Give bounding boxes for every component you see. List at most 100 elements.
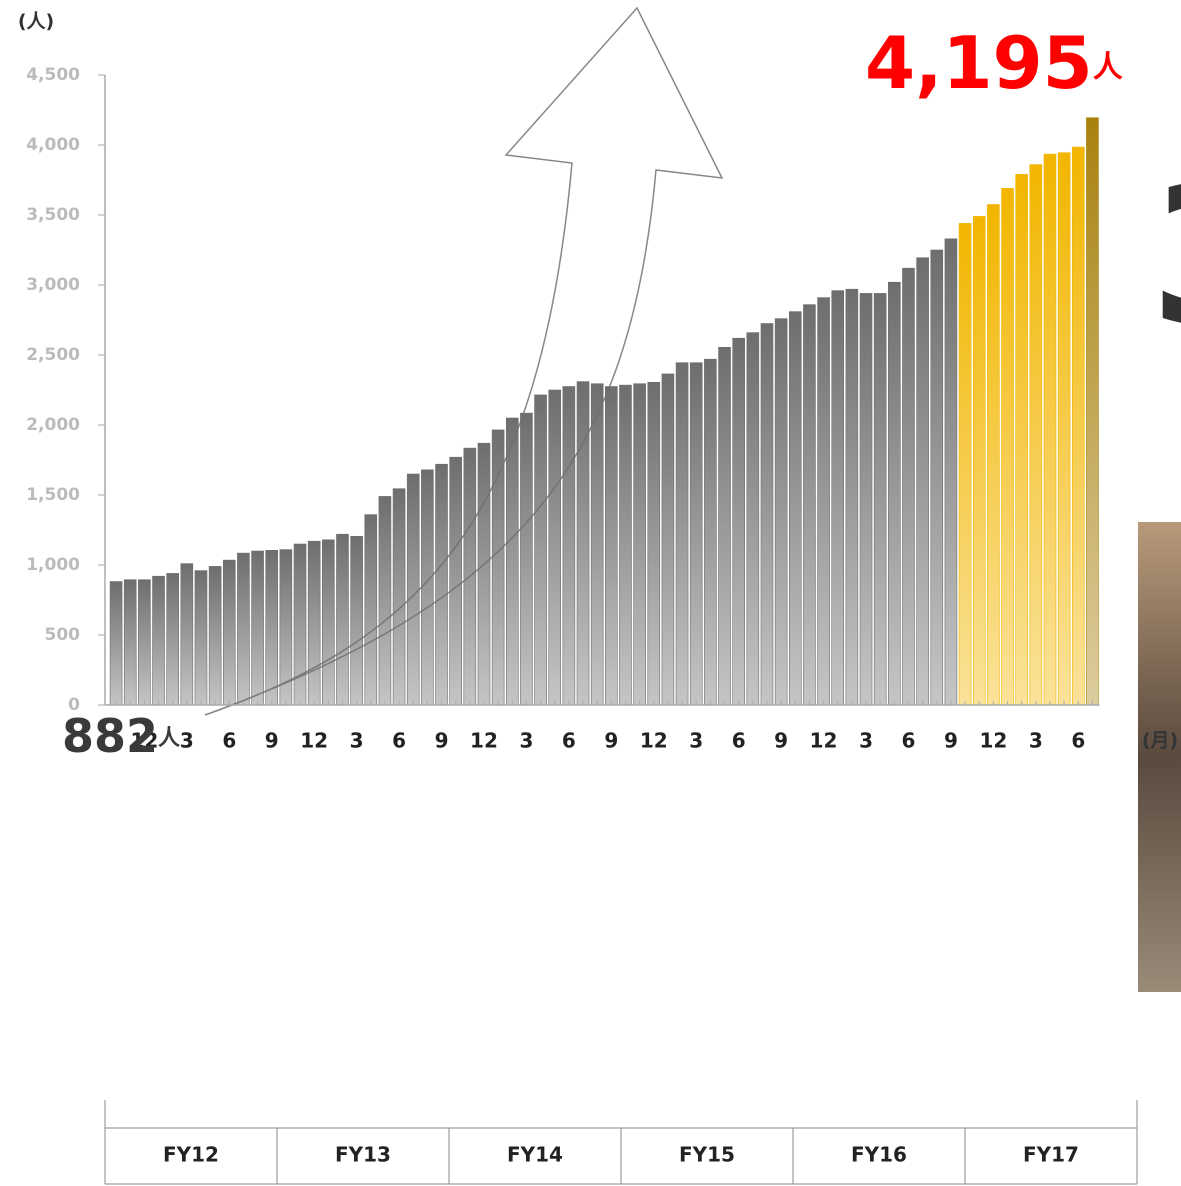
x-tick-label: 3 — [1029, 729, 1043, 753]
bar — [491, 429, 505, 706]
bar — [619, 384, 632, 706]
bar — [958, 223, 972, 706]
plot: 0 500 1,000 1,500 2,000 2,500 3,000 3,500 4,000 4… — [26, 65, 1138, 1185]
bar — [1029, 164, 1043, 706]
bar — [279, 549, 293, 706]
photo — [1138, 522, 1181, 992]
bar — [661, 373, 675, 706]
x-tick-label: 3 — [350, 729, 364, 753]
fy-label: FY14 — [507, 1143, 563, 1167]
y-tick-label: 2,000 — [26, 415, 80, 435]
bar — [647, 381, 661, 706]
bar — [534, 394, 547, 706]
bar — [1015, 174, 1028, 706]
bar — [1071, 146, 1085, 706]
x-tick-label: 6 — [1071, 729, 1085, 753]
bar — [916, 257, 929, 706]
bar — [251, 550, 264, 706]
x-tick-label: 6 — [392, 729, 406, 753]
y-tick-label: 3,500 — [26, 205, 80, 225]
x-tick-label: 9 — [774, 729, 788, 753]
bar — [732, 337, 745, 706]
bar — [322, 539, 335, 706]
bar — [845, 288, 859, 706]
bar — [520, 412, 533, 706]
x-tick-label: 12 — [300, 729, 328, 753]
bar — [562, 386, 576, 706]
bar — [774, 318, 788, 706]
x-tick-label: 9 — [604, 729, 618, 753]
y-tick-label: 1,500 — [26, 485, 80, 505]
bar — [166, 573, 179, 706]
x-tick-label: 12 — [130, 729, 158, 753]
fy-label: FY12 — [163, 1143, 219, 1167]
fy-label: FY16 — [851, 1143, 907, 1167]
bar — [505, 417, 519, 706]
y-tick-label: 4,500 — [26, 65, 80, 85]
side-text: 3 — [1150, 146, 1181, 367]
bar — [605, 386, 618, 706]
fy-label: FY13 — [335, 1143, 391, 1167]
bar — [746, 332, 760, 706]
x-tick-label: 3 — [180, 729, 194, 753]
bar — [477, 442, 491, 706]
bar — [1001, 188, 1014, 706]
bar — [406, 473, 420, 706]
x-tick-label: 9 — [265, 729, 279, 753]
bar — [237, 552, 250, 706]
x-tick-label: 12 — [810, 729, 838, 753]
bar — [208, 566, 222, 706]
bar — [222, 559, 236, 706]
bar — [392, 488, 406, 706]
bar — [548, 389, 562, 706]
bar — [788, 311, 802, 706]
y-tick-label: 500 — [45, 625, 81, 645]
y-unit: (人) — [18, 11, 54, 33]
bar — [972, 216, 986, 706]
bar — [421, 469, 434, 706]
bar — [293, 543, 307, 706]
bar — [987, 204, 1000, 706]
bar — [364, 514, 378, 706]
x-tick-label: 3 — [689, 729, 703, 753]
x-tick-label: 6 — [902, 729, 916, 753]
x-tick-label: 6 — [732, 729, 746, 753]
x-tick-label: 9 — [435, 729, 449, 753]
bar — [831, 290, 845, 706]
bar — [1086, 117, 1099, 706]
bar — [138, 579, 151, 706]
bar — [1057, 152, 1071, 706]
bar — [590, 383, 604, 706]
x-tick-label: 12 — [470, 729, 498, 753]
bar — [123, 579, 137, 706]
bar — [336, 533, 349, 706]
bar — [718, 346, 731, 706]
x-tick-label: 12 — [979, 729, 1007, 753]
bar — [265, 549, 279, 706]
y-tick-label: 4,000 — [26, 135, 80, 155]
bar — [109, 581, 123, 706]
start-annotation: 882人 — [62, 709, 180, 763]
bar — [704, 358, 717, 706]
bar — [873, 293, 887, 706]
bar — [152, 575, 165, 706]
bar — [902, 267, 915, 706]
bar — [633, 383, 646, 706]
y-tick-label: 1,000 — [26, 555, 80, 575]
x-tick-label: 6 — [222, 729, 236, 753]
bar — [944, 238, 958, 706]
bar — [1043, 153, 1057, 706]
bar — [675, 362, 689, 706]
bar — [350, 535, 363, 706]
y-tick-label: 2,500 — [26, 345, 80, 365]
bar — [307, 540, 321, 706]
x-tick-label: 3 — [859, 729, 873, 753]
end-annotation: 4,195人 — [865, 21, 1123, 105]
bar — [463, 447, 477, 706]
bar — [817, 297, 830, 706]
bar — [803, 304, 816, 706]
bar — [689, 362, 703, 706]
bar — [378, 496, 392, 706]
bar — [760, 323, 774, 706]
